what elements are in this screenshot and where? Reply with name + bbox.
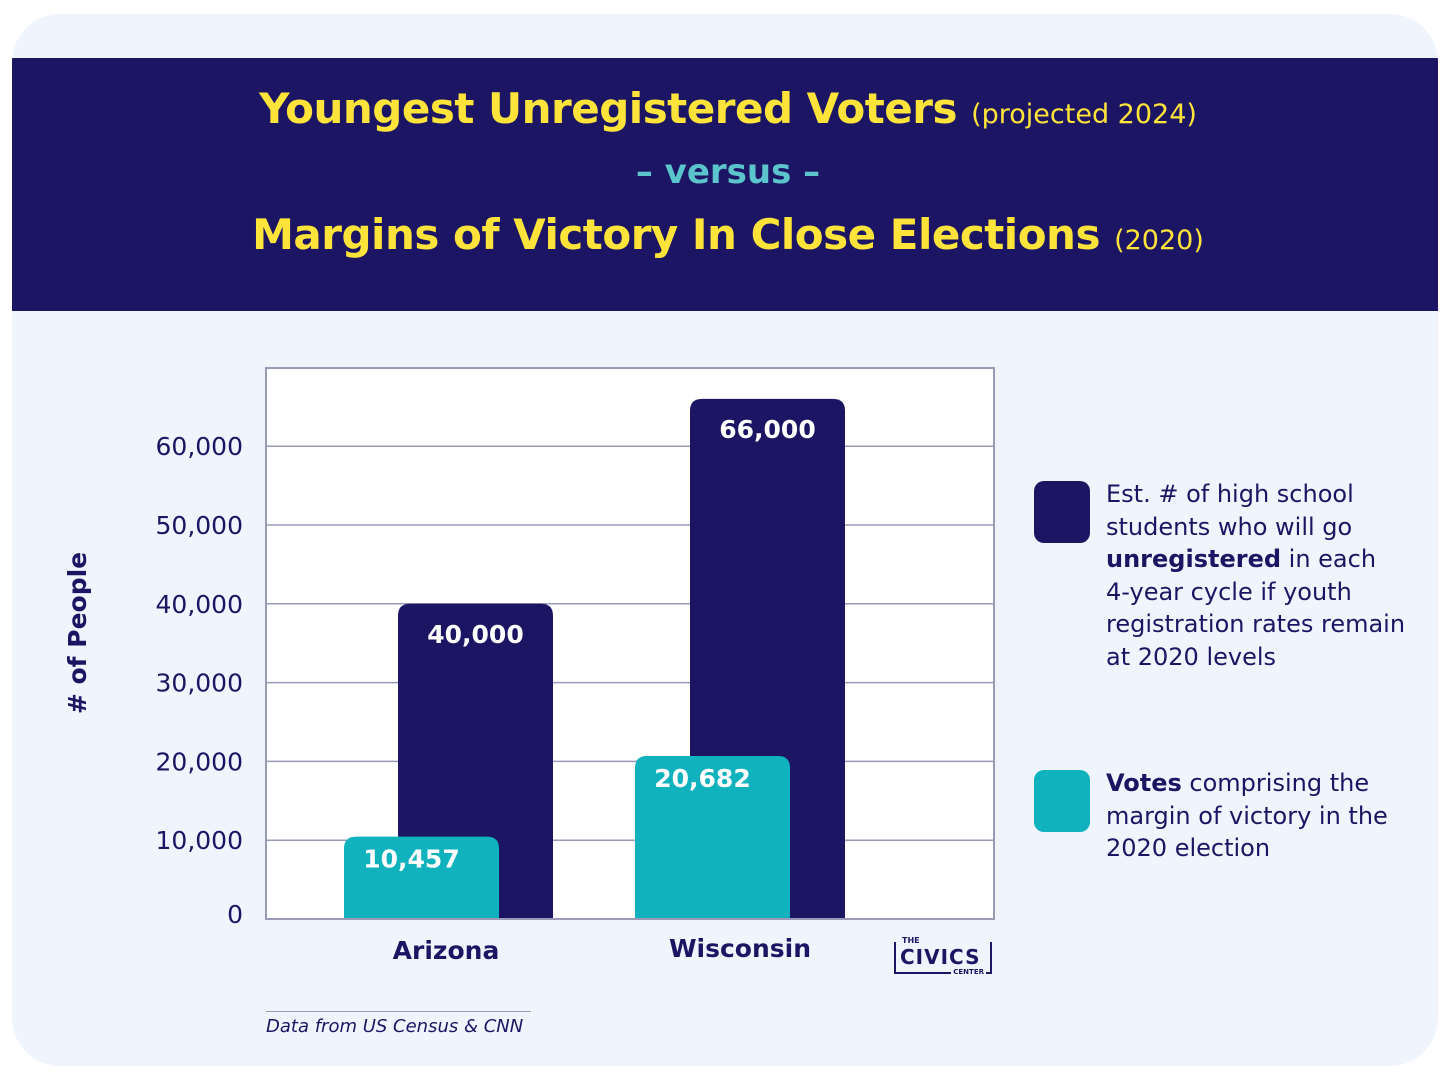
legend-1-text-b: in each 4-year cycle if youth registrati… xyxy=(1106,545,1406,671)
data-label-margin: 10,457 xyxy=(363,845,459,874)
main-title-text: Youngest Unregistered Voters xyxy=(259,84,957,133)
legend-2-text: comprising the margin of victory in the … xyxy=(1106,769,1388,862)
legend-swatch-margin xyxy=(1034,770,1090,832)
bar-margin xyxy=(344,836,499,919)
legend-swatch-unregistered xyxy=(1034,481,1090,543)
x-category-label: Arizona xyxy=(393,936,500,965)
main-title-subtitle: (projected 2024) xyxy=(971,99,1197,130)
second-title-text: Margins of Victory In Close Elections xyxy=(252,210,1100,259)
legend-1-text-a: Est. # of high school students who will … xyxy=(1106,480,1354,541)
x-category-label: Wisconsin xyxy=(669,934,811,963)
bar-margin xyxy=(635,756,790,919)
source-note: Data from US Census & CNN xyxy=(266,1016,524,1037)
civics-center-logo: THE CIVICS CENTER xyxy=(894,936,992,976)
data-label-unregistered: 66,000 xyxy=(719,415,815,444)
plot-area xyxy=(265,367,995,920)
y-tick-label: 30,000 xyxy=(156,669,243,698)
logo-center: CENTER xyxy=(951,968,986,976)
second-title-subtitle: (2020) xyxy=(1114,225,1204,256)
y-tick-label: 0 xyxy=(227,900,243,929)
y-tick-label: 50,000 xyxy=(156,511,243,540)
versus-text: – versus – xyxy=(635,152,821,192)
y-axis-label: # of People xyxy=(63,552,92,714)
legend-1-text-bold: unregistered xyxy=(1106,545,1282,573)
logo-the: THE xyxy=(900,936,922,945)
y-tick-label: 60,000 xyxy=(156,432,243,461)
legend-label-margin: Votes comprising the margin of victory i… xyxy=(1106,767,1401,865)
legend-label-unregistered: Est. # of high school students who will … xyxy=(1106,478,1406,673)
logo-civics: CIVICS xyxy=(900,945,981,969)
legend-2-text-bold: Votes xyxy=(1106,769,1182,797)
y-tick-label: 10,000 xyxy=(156,826,243,855)
y-tick-label: 40,000 xyxy=(156,590,243,619)
source-divider xyxy=(266,1011,531,1012)
main-title: Youngest Unregistered Voters (projected … xyxy=(0,84,1456,133)
y-tick-label: 20,000 xyxy=(156,747,243,776)
title-banner xyxy=(12,58,1438,311)
data-label-unregistered: 40,000 xyxy=(427,620,523,649)
data-label-margin: 20,682 xyxy=(654,764,750,793)
second-title: Margins of Victory In Close Elections (2… xyxy=(0,210,1456,259)
